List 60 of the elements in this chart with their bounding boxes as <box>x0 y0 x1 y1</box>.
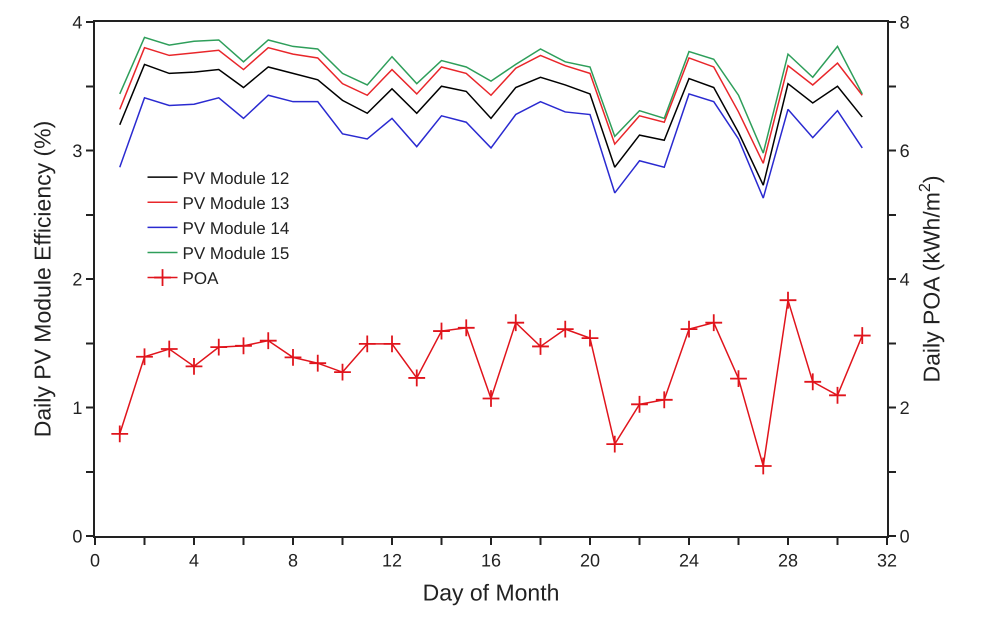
y-tick-label: 3 <box>72 140 82 161</box>
point <box>704 313 724 332</box>
x-tick-label: 12 <box>382 550 402 571</box>
point <box>852 326 872 345</box>
legend-label: POA <box>182 269 220 288</box>
point <box>580 328 600 348</box>
point <box>258 331 278 350</box>
point <box>654 390 674 410</box>
point <box>630 394 649 414</box>
point <box>556 320 575 338</box>
point <box>209 338 228 356</box>
y-tick-label: 1 <box>72 398 82 418</box>
point <box>729 369 748 388</box>
point <box>333 362 352 382</box>
point <box>382 334 402 354</box>
point <box>184 357 204 376</box>
point <box>778 290 798 310</box>
point <box>135 347 154 366</box>
point <box>803 372 822 392</box>
line-series <box>119 36 863 154</box>
x-tick-label: 28 <box>778 550 798 571</box>
point <box>456 318 476 338</box>
x-tick-label: 32 <box>876 550 898 571</box>
y2-tick-label: 6 <box>900 140 910 161</box>
y2-tick-label: 4 <box>900 269 910 290</box>
line-series <box>119 46 863 164</box>
x-tick-label: 4 <box>188 550 200 571</box>
point <box>828 386 847 405</box>
y-tick-label: 4 <box>72 12 82 32</box>
y2-tick-label: 8 <box>900 12 910 32</box>
point <box>407 368 426 388</box>
point <box>680 320 698 338</box>
x-axis-title: Day of Month <box>422 580 560 606</box>
x-tick-label: 16 <box>480 550 502 571</box>
y2-tick-label: 2 <box>900 398 910 418</box>
point <box>284 348 302 367</box>
y2-tick-label: 0 <box>900 526 910 546</box>
y-tick-label: 0 <box>72 526 82 546</box>
legend-label: PV Module 15 <box>182 244 290 264</box>
legend-label: PV Module 14 <box>182 218 290 238</box>
legend-label: PV Module 13 <box>182 194 290 213</box>
point <box>234 336 253 356</box>
point <box>754 456 773 476</box>
point <box>531 337 550 356</box>
point <box>605 434 624 454</box>
legend-label: PV Module 12 <box>182 168 290 188</box>
point <box>308 354 328 372</box>
point <box>506 313 526 332</box>
point <box>432 322 451 340</box>
x-tick-label: 8 <box>288 550 298 571</box>
point <box>358 334 377 354</box>
x-tick-label: 24 <box>678 550 700 571</box>
x-tick-label: 20 <box>580 550 600 571</box>
y-axis-title: Daily PV Module Efficiency (%) <box>29 120 56 438</box>
line-series <box>119 64 863 186</box>
x-tick-label: 0 <box>90 550 100 571</box>
point <box>160 340 179 358</box>
y-tick-label: 2 <box>72 269 82 290</box>
point <box>110 424 130 444</box>
point <box>482 389 500 408</box>
